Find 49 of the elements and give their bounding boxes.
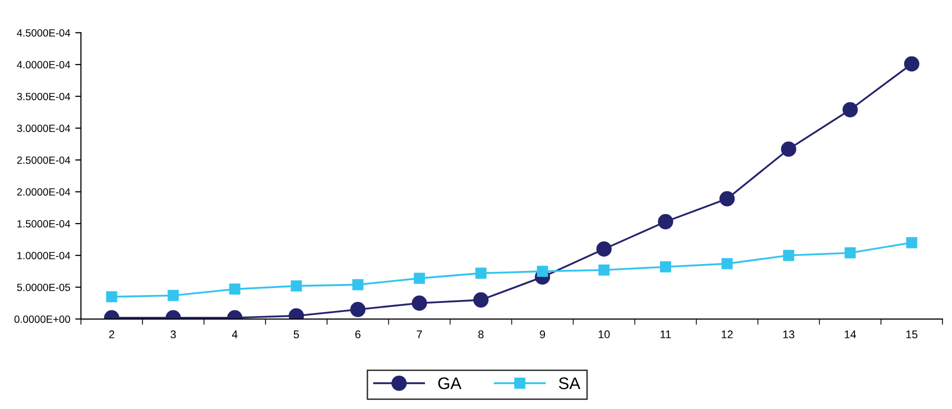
x-tick-label: 7 xyxy=(416,330,422,338)
x-tick-label: 5 xyxy=(294,330,299,338)
x-tick-label: 13 xyxy=(783,330,794,338)
point xyxy=(352,279,364,290)
point xyxy=(536,266,548,277)
y-tick-label: 4.0000E-04 xyxy=(16,61,70,68)
point xyxy=(844,247,856,258)
point xyxy=(906,237,918,248)
y-tick-label: 2.0000E-04 xyxy=(17,188,70,196)
point xyxy=(473,292,489,308)
y-tick-label: 5.0000E-05 xyxy=(17,284,70,292)
x-tick-label: 12 xyxy=(722,330,733,338)
point xyxy=(350,302,366,318)
point xyxy=(658,214,674,230)
x-tick-label: 9 xyxy=(540,330,546,338)
x-tick-label: 10 xyxy=(598,330,610,338)
point xyxy=(475,268,486,279)
x-tick-label: 8 xyxy=(478,330,484,338)
point xyxy=(106,291,118,302)
x-tick-label: 2 xyxy=(109,330,114,338)
point xyxy=(719,191,735,206)
x-tick-label: 14 xyxy=(844,330,856,338)
legend-label: GA xyxy=(438,377,462,390)
x-tick-label: 11 xyxy=(660,330,671,338)
point xyxy=(660,261,672,272)
point xyxy=(414,272,425,284)
point xyxy=(596,241,612,257)
y-tick-label: 1.0000E-04 xyxy=(17,252,70,260)
point xyxy=(290,280,302,292)
point xyxy=(842,102,858,118)
point xyxy=(904,56,920,72)
point xyxy=(168,290,179,302)
point xyxy=(412,295,428,311)
x-tick-label: 6 xyxy=(355,330,360,338)
legend-label: SA xyxy=(558,377,580,390)
point xyxy=(598,264,610,276)
y-tick-label: 4.5000E-04 xyxy=(16,29,70,37)
x-tick-label: 4 xyxy=(232,330,238,338)
point xyxy=(783,250,794,261)
y-tick-label: 3.0000E-04 xyxy=(17,124,70,132)
y-tick-label: 3.5000E-04 xyxy=(17,92,70,100)
point xyxy=(229,284,240,295)
y-tick-label: 2.5000E-04 xyxy=(17,156,70,164)
x-tick-label: 3 xyxy=(170,330,176,338)
x-tick-label: 15 xyxy=(906,330,918,338)
point xyxy=(780,142,796,157)
y-tick-label: 1.5000E-04 xyxy=(17,220,70,228)
y-tick-label: 0.0000E+00 xyxy=(14,316,70,323)
point xyxy=(722,258,733,270)
